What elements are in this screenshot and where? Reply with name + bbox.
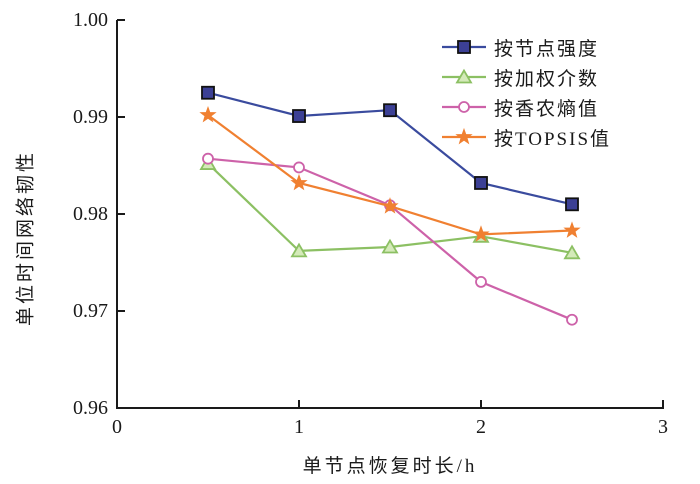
y-tick-label: 0.97 xyxy=(73,300,108,322)
series-marker-square xyxy=(474,176,488,190)
legend-label: 按TOPSIS值 xyxy=(494,128,612,150)
series-marker-star xyxy=(472,225,490,242)
series-marker-circle-open xyxy=(566,313,578,326)
series-marker-square xyxy=(565,197,579,212)
legend: 按节点强度 按加权介数 按香农熵值 按TOPSIS值 xyxy=(441,32,611,152)
legend-item: 按香农熵值 xyxy=(441,92,611,122)
series-marker-triangle xyxy=(381,238,399,254)
series-marker-triangle xyxy=(563,244,581,260)
series-marker-circle-open xyxy=(293,161,305,174)
y-tick-label: 0.96 xyxy=(73,397,108,419)
y-tick-label: 1.00 xyxy=(73,9,108,31)
legend-marker-star-icon xyxy=(442,127,486,145)
y-tick-label: 0.99 xyxy=(73,106,108,128)
legend-marker-square-icon xyxy=(442,40,486,54)
legend-label: 按加权介数 xyxy=(494,68,600,90)
legend-label: 按香农熵值 xyxy=(494,98,600,120)
legend-item: 按加权介数 xyxy=(441,62,611,92)
x-axis-title: 单节点恢复时长/h xyxy=(302,456,478,477)
series-marker-circle-open xyxy=(458,101,470,113)
series-marker-square xyxy=(383,103,397,118)
series-marker-star xyxy=(381,197,399,214)
series-marker-square xyxy=(201,85,215,100)
series-marker-circle-open xyxy=(202,152,214,165)
series-marker-square xyxy=(457,40,471,54)
legend-marker-circle-icon xyxy=(442,101,486,113)
series-marker-triangle xyxy=(455,68,473,84)
legend-item: 按节点强度 xyxy=(441,32,611,62)
series-marker-triangle xyxy=(290,242,308,258)
series-marker-star xyxy=(290,173,308,191)
legend-label: 按节点强度 xyxy=(494,38,600,60)
legend-marker-triangle-icon xyxy=(442,68,486,84)
y-tick-label: 0.98 xyxy=(73,203,108,225)
x-tick-label: 3 xyxy=(658,416,668,438)
series-marker-star xyxy=(563,221,581,238)
series-marker-star xyxy=(199,105,217,123)
series-marker-square xyxy=(292,109,306,123)
y-axis-title: 单位时间网络韧性 xyxy=(15,149,37,327)
legend-item: 按TOPSIS值 xyxy=(441,122,611,152)
series-marker-circle-open xyxy=(475,275,487,288)
x-tick-label: 0 xyxy=(112,416,122,438)
x-tick-label: 1 xyxy=(294,416,304,438)
x-tick-label: 2 xyxy=(476,416,486,438)
series-marker-star xyxy=(455,127,473,145)
